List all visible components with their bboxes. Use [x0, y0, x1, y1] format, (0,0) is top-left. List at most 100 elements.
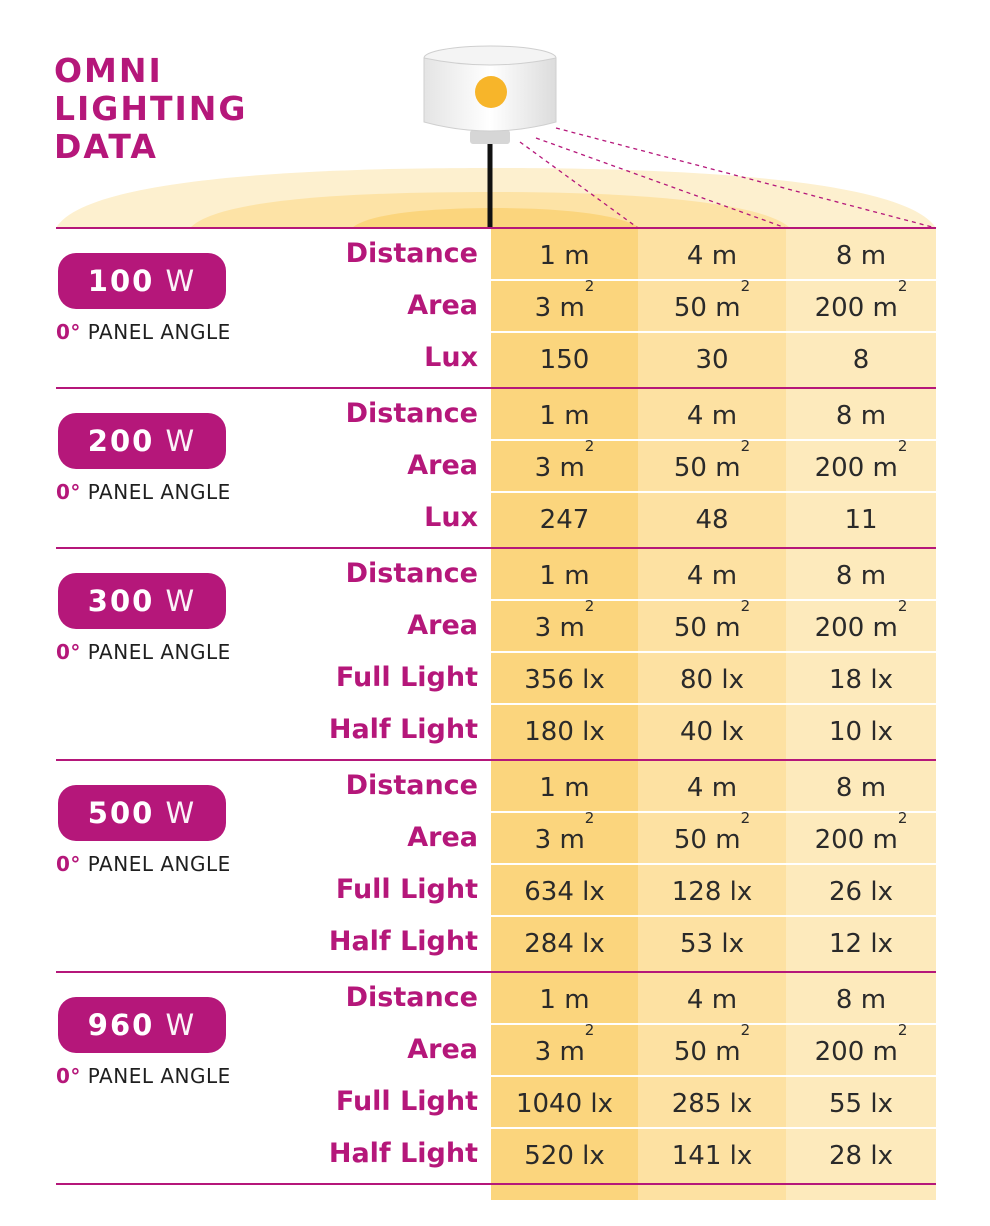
- row-divider: [491, 1127, 936, 1129]
- cell-superscript: 2: [897, 277, 908, 295]
- cell-value: 4 m: [686, 773, 738, 803]
- table-row: Distance 1 m 4 m 8 m: [56, 972, 936, 1025]
- cell-superscript: 2: [897, 437, 908, 455]
- row-label: Distance: [345, 398, 478, 429]
- wattage-badge: 100 W: [58, 253, 226, 309]
- cell-superscript: 2: [584, 809, 595, 827]
- cell-superscript: 2: [584, 277, 595, 295]
- wattage-value: 300: [87, 584, 155, 618]
- table-cell: 200 m2: [786, 597, 936, 652]
- table-cell: 4 m: [638, 972, 786, 1024]
- table-cell: 285 lx: [638, 1076, 786, 1128]
- wattage-value: 100: [87, 264, 155, 298]
- table-cell: 1 m: [491, 228, 638, 280]
- section-divider: [56, 759, 936, 761]
- table-row: Half Light 180 lx 40 lx 10 lx: [56, 704, 936, 756]
- cell-value: 634 lx: [524, 877, 605, 907]
- table-cell: 80 lx: [638, 652, 786, 704]
- table-row: Lux 150 30 8: [56, 332, 936, 384]
- table-row: Lux 247 48 11: [56, 492, 936, 544]
- cell-value: 50 m: [673, 453, 741, 483]
- table-cell: 520 lx: [491, 1128, 638, 1180]
- table-row: Distance 1 m 4 m 8 m: [56, 388, 936, 441]
- row-label: Lux: [424, 502, 478, 533]
- wattage-unit: W: [165, 1008, 197, 1042]
- panel-angle-label: 0° PANEL ANGLE: [56, 480, 231, 504]
- cell-superscript: 2: [584, 597, 595, 615]
- section-divider: [56, 227, 936, 229]
- section-960w: 960 W 0° PANEL ANGLE Distance 1 m 4 m 8 m Area…: [56, 972, 936, 1184]
- title-line-1: OMNI: [54, 51, 163, 90]
- cell-value: 1 m: [539, 985, 590, 1015]
- row-label: Area: [407, 822, 478, 853]
- wattage-value: 500: [87, 796, 155, 830]
- table-row: Full Light 356 lx 80 lx 18 lx: [56, 652, 936, 705]
- table-cell: 3 m2: [491, 597, 638, 652]
- row-label: Distance: [345, 770, 478, 801]
- panel-angle-degree: 0°: [56, 640, 81, 664]
- table-cell: 141 lx: [638, 1128, 786, 1180]
- table-cell: 8 m: [786, 760, 936, 812]
- cell-superscript: 2: [584, 1021, 595, 1039]
- section-divider: [56, 971, 936, 973]
- table-cell: 247: [491, 492, 638, 544]
- cell-superscript: 2: [897, 809, 908, 827]
- panel-angle-text: PANEL ANGLE: [80, 640, 231, 664]
- table-cell: 50 m2: [638, 809, 786, 864]
- cell-value: 8 m: [835, 401, 887, 431]
- cell-value: 4 m: [686, 985, 738, 1015]
- table-cell: 1 m: [491, 760, 638, 812]
- wattage-unit: W: [165, 424, 197, 458]
- cell-value: 8 m: [835, 561, 887, 591]
- cell-value: 55 lx: [829, 1089, 893, 1119]
- table-cell: 50 m2: [638, 277, 786, 332]
- table-row: Area 3 m2 50 m2 200 m2: [56, 277, 936, 333]
- cell-value: 53 lx: [680, 929, 744, 959]
- row-divider: [491, 863, 936, 865]
- table-cell: 8 m: [786, 228, 936, 280]
- row-label: Area: [407, 450, 478, 481]
- cell-value: 141 lx: [671, 1141, 753, 1171]
- title-line-3: DATA: [54, 127, 158, 166]
- row-divider: [491, 811, 936, 813]
- cell-value: 8: [852, 345, 870, 375]
- panel-angle-text: PANEL ANGLE: [80, 852, 231, 876]
- table-cell: 12 lx: [786, 916, 936, 968]
- row-label: Lux: [424, 342, 478, 373]
- cell-superscript: 2: [740, 1021, 751, 1039]
- cell-superscript: 2: [740, 277, 751, 295]
- wattage-unit: W: [165, 264, 197, 298]
- page-title: OMNI LIGHTING DATA: [54, 52, 248, 166]
- table-cell: 11: [786, 492, 936, 544]
- panel-angle-degree: 0°: [56, 320, 81, 344]
- table-row: Distance 1 m 4 m 8 m: [56, 760, 936, 813]
- row-label: Half Light: [328, 1138, 478, 1169]
- table-cell: 30: [638, 332, 786, 384]
- section-100w: 100 W 0° PANEL ANGLE Distance 1 m 4 m 8 m Area…: [56, 228, 936, 388]
- panel-angle-label: 0° PANEL ANGLE: [56, 640, 231, 664]
- wattage-unit: W: [165, 584, 197, 618]
- table-cell: 200 m2: [786, 277, 936, 332]
- cell-value: 3 m: [534, 453, 585, 483]
- table-row: Full Light 634 lx 128 lx 26 lx: [56, 864, 936, 917]
- cell-value: 180 lx: [524, 717, 605, 747]
- row-label: Distance: [345, 982, 478, 1013]
- cell-value: 50 m: [673, 613, 741, 643]
- panel-angle-label: 0° PANEL ANGLE: [56, 852, 231, 876]
- table-cell: 40 lx: [638, 704, 786, 756]
- table-cell: 4 m: [638, 388, 786, 440]
- table-cell: 55 lx: [786, 1076, 936, 1128]
- cell-value: 285 lx: [671, 1089, 753, 1119]
- table-cell: 10 lx: [786, 704, 936, 756]
- table-row: Area 3 m2 50 m2 200 m2: [56, 437, 936, 493]
- section-500w: 500 W 0° PANEL ANGLE Distance 1 m 4 m 8 m Area…: [56, 760, 936, 972]
- column-1m-background: [491, 228, 638, 1200]
- table-cell: 53 lx: [638, 916, 786, 968]
- wattage-badge: 500 W: [58, 785, 226, 841]
- row-label: Area: [407, 1034, 478, 1065]
- row-label: Area: [407, 610, 478, 641]
- table-row: Full Light 1040 lx 285 lx 55 lx: [56, 1076, 936, 1129]
- row-label: Area: [407, 290, 478, 321]
- table-row: Half Light 520 lx 141 lx 28 lx: [56, 1128, 936, 1180]
- table-cell: 8 m: [786, 548, 936, 600]
